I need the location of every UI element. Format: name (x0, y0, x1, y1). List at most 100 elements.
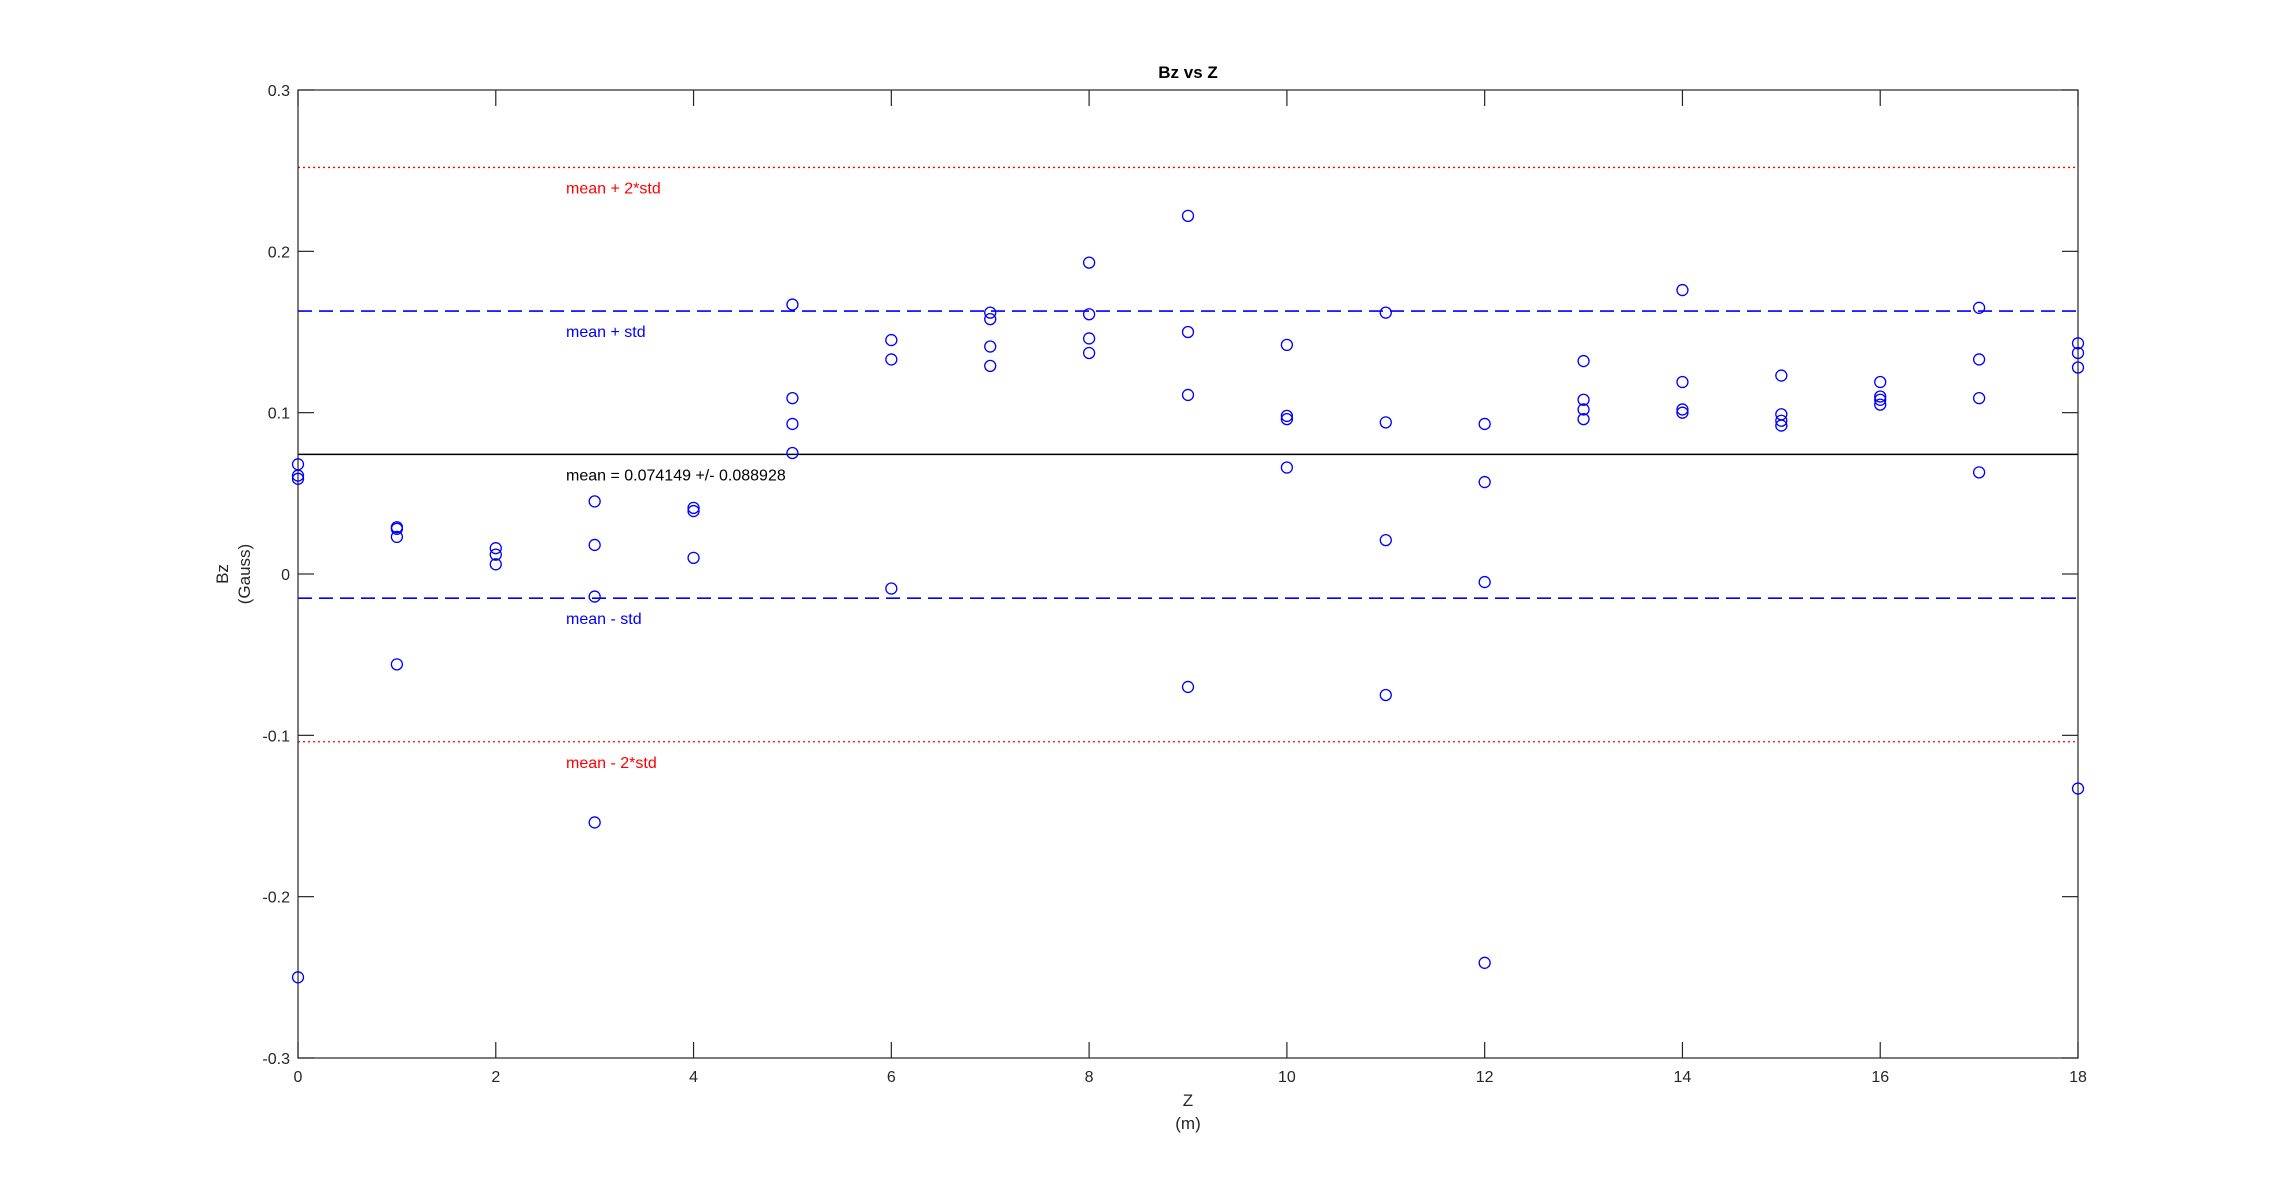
data-point (1775, 414, 1788, 427)
data-point (786, 417, 799, 431)
x-tick-label: 12 (1476, 1069, 1494, 1086)
data-point (1874, 393, 1887, 406)
data-point (489, 558, 502, 571)
y-tick-label: -0.2 (262, 890, 290, 907)
x-tick-label: 10 (1278, 1069, 1296, 1086)
data-point (1181, 680, 1195, 694)
data-point (786, 446, 799, 460)
data-point (1775, 369, 1788, 382)
reference-label-3: mean = 0.074149 +/- 0.088928 (566, 467, 786, 484)
data-point (1478, 475, 1491, 489)
x-tick-label: 4 (689, 1069, 698, 1086)
data-point (1775, 419, 1788, 432)
data-point (1379, 306, 1392, 319)
plot-area: mean + 2*std mean + std mean = 0.074149 +/… (262, 83, 2087, 1086)
data-point (489, 548, 502, 561)
chart-title: Bz vs Z (1158, 63, 1218, 82)
data-point (1874, 390, 1887, 403)
x-tick-label: 18 (2069, 1069, 2087, 1086)
data-point (2071, 361, 2085, 374)
data-point (588, 816, 601, 829)
data-point (1577, 393, 1590, 406)
data-point (1181, 209, 1195, 222)
data-point (390, 658, 404, 671)
data-point (1676, 283, 1689, 297)
data-point (291, 971, 305, 984)
data-point (2071, 782, 2085, 795)
data-point (1280, 412, 1294, 426)
data-point (1379, 533, 1392, 547)
data-point (1972, 301, 1986, 314)
x-tick-label: 8 (1085, 1069, 1094, 1086)
y-tick-label: 0.1 (268, 406, 290, 423)
data-point (1280, 338, 1294, 352)
data-point (984, 359, 997, 373)
data-point (885, 353, 898, 366)
data-point (1280, 461, 1294, 474)
data-point (687, 501, 700, 515)
y-axis-unit: (Gauss) (235, 544, 254, 604)
data-point (2071, 346, 2085, 360)
data-point (1577, 412, 1590, 426)
data-point (1082, 308, 1096, 321)
y-tick-label: 0 (281, 567, 290, 584)
x-axis-unit: (m) (1175, 1114, 1200, 1133)
data-point (984, 340, 997, 353)
data-point (1478, 417, 1491, 431)
data-point (1874, 375, 1887, 389)
data-point (885, 582, 898, 595)
y-axis-label: Bz (213, 564, 232, 584)
data-point (2071, 337, 2085, 350)
data-point (1972, 466, 1986, 479)
data-point (588, 590, 601, 603)
data-point (1181, 388, 1195, 402)
reference-label-5: mean - 2*std (566, 755, 657, 772)
data-point (786, 298, 799, 311)
data-point (1972, 391, 1986, 405)
reference-label-4: mean - std (566, 611, 642, 628)
data-point (588, 538, 601, 552)
data-point (390, 522, 404, 535)
data-point (489, 542, 502, 555)
data-point (1676, 375, 1689, 389)
x-tick-label: 0 (294, 1069, 303, 1086)
data-point (1082, 256, 1096, 269)
data-point (687, 551, 700, 565)
data-point (1972, 353, 1986, 366)
data-point (1478, 956, 1491, 969)
data-point (984, 312, 997, 326)
data-point (1181, 325, 1195, 339)
data-point (1874, 398, 1887, 411)
x-tick-label: 2 (491, 1069, 500, 1086)
data-point (1379, 688, 1392, 702)
data-point (588, 495, 601, 508)
data-point (687, 504, 700, 518)
data-point (885, 333, 898, 347)
y-tick-label: 0.3 (268, 83, 290, 100)
data-point (1676, 403, 1689, 416)
x-axis-label: Z (1183, 1091, 1193, 1110)
y-tick-label: -0.3 (262, 1051, 290, 1068)
data-point (1478, 575, 1491, 589)
y-tick-label: -0.1 (262, 728, 290, 745)
y-tick-label: 0.2 (268, 244, 290, 261)
data-point (984, 306, 997, 319)
data-point (291, 469, 305, 482)
data-point (1676, 406, 1689, 419)
data-point (1082, 346, 1096, 360)
data-point (1082, 332, 1096, 345)
x-tick-label: 6 (887, 1069, 896, 1086)
data-point (291, 472, 305, 485)
data-point (1379, 416, 1392, 429)
data-point (390, 530, 404, 544)
x-tick-label: 14 (1674, 1069, 1692, 1086)
data-point (1577, 354, 1590, 368)
reference-label-2: mean + std (566, 324, 646, 341)
data-point (1577, 403, 1590, 416)
data-point (786, 391, 799, 405)
reference-label-1: mean + 2*std (566, 180, 661, 197)
x-tick-label: 16 (1871, 1069, 1889, 1086)
data-point (1280, 409, 1294, 423)
